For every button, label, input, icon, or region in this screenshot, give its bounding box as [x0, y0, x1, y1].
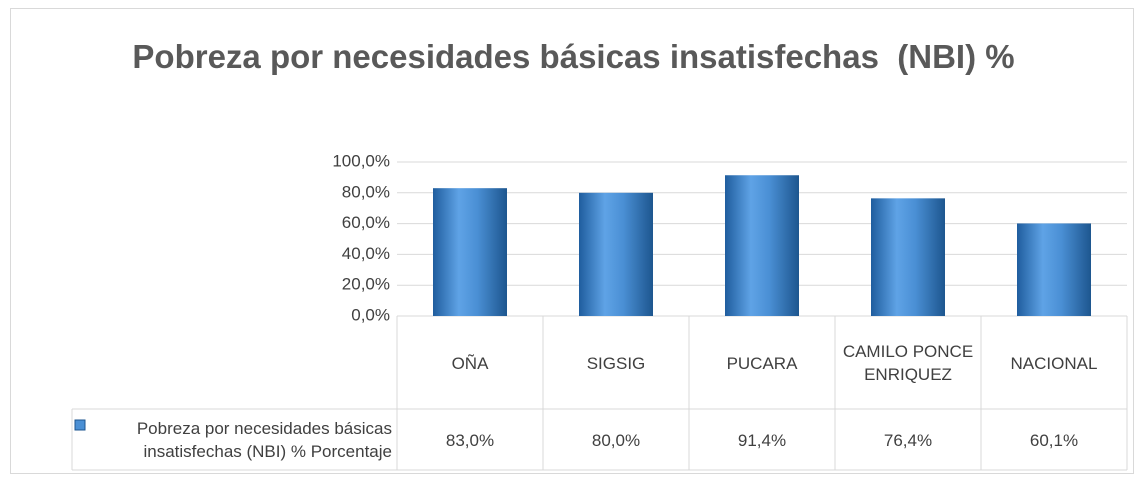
y-tick-label: 20,0% [342, 275, 390, 294]
category-label: PUCARA [726, 353, 798, 373]
value-label: 76,4% [883, 430, 933, 450]
bar [871, 198, 945, 316]
value-label: 80,0% [591, 430, 641, 450]
title-box: Pobreza por necesidades básicas insatisf… [0, 34, 1147, 80]
value-label: 91,4% [737, 430, 787, 450]
y-tick-label: 40,0% [342, 244, 390, 263]
category-label: SIGSIG [586, 353, 646, 373]
y-tick-label: 60,0% [342, 213, 390, 232]
bar [579, 192, 653, 316]
chart-frame [10, 8, 1134, 474]
bar [725, 175, 799, 316]
legend-label: Pobreza por necesidades básicas insatisf… [136, 419, 392, 461]
category-label: CAMILO PONCE ENRIQUEZ [842, 342, 974, 384]
y-tick-label: 80,0% [342, 182, 390, 201]
category-label: OÑA [451, 353, 489, 373]
y-tick-label: 100,0% [332, 151, 390, 170]
legend-key [74, 419, 86, 431]
value-label: 60,1% [1029, 430, 1079, 450]
bar [433, 188, 507, 316]
y-tick-label: 0,0% [351, 305, 390, 324]
bar [1017, 223, 1091, 316]
value-label: 83,0% [445, 430, 495, 450]
chart-title: Pobreza por necesidades básicas insatisf… [132, 38, 1015, 75]
category-label: NACIONAL [1010, 353, 1098, 373]
